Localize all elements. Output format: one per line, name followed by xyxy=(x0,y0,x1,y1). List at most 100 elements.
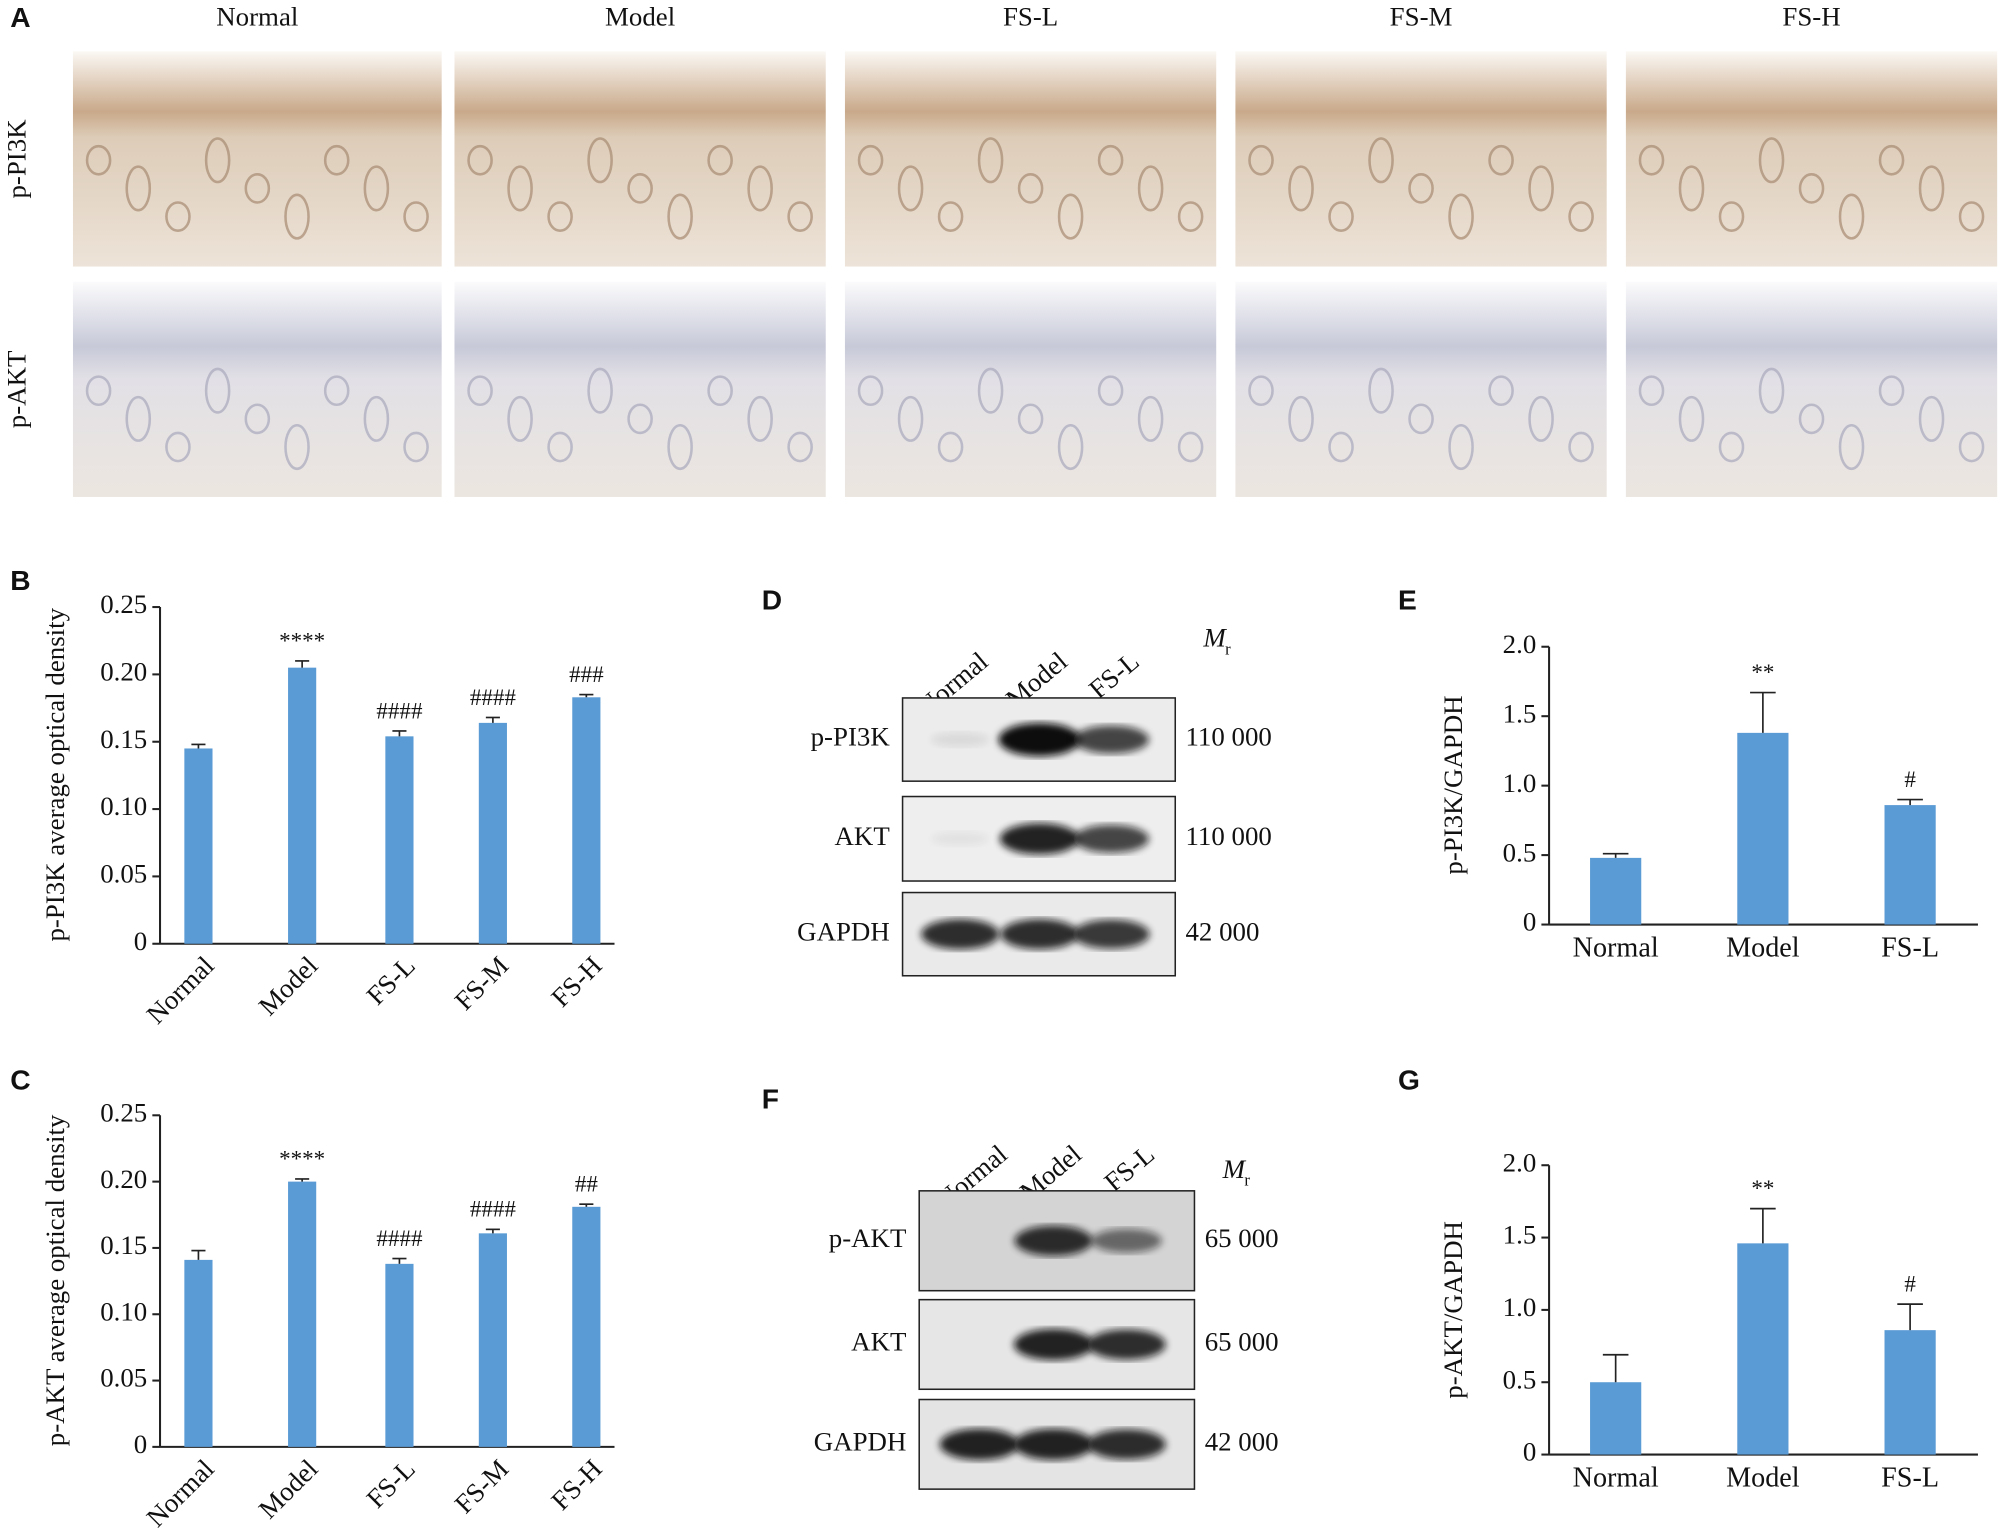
y-tick-label: 0 xyxy=(1523,1437,1536,1467)
tissue-structure xyxy=(1568,431,1594,463)
y-tick-label: 2.0 xyxy=(1503,629,1537,659)
tissue-structure xyxy=(1798,403,1825,435)
tissue-structure xyxy=(667,423,693,471)
tissue-structure xyxy=(244,403,271,435)
row-label: p-PI3K xyxy=(1,119,31,199)
tissue-structure xyxy=(125,395,152,442)
tissue-structure xyxy=(977,367,1004,414)
blot-band xyxy=(1087,1329,1166,1360)
tissue-structure xyxy=(323,144,350,176)
tissue-structure xyxy=(547,431,573,463)
tissue-structure xyxy=(857,144,884,176)
y-tick-label: 2.0 xyxy=(1503,1147,1537,1177)
tissue-structure xyxy=(1758,137,1785,184)
tissue-structure xyxy=(1248,375,1274,407)
tissue-structure xyxy=(1137,395,1164,442)
mr-value: 42 000 xyxy=(1205,1426,1279,1456)
error-bar xyxy=(1897,798,1923,806)
mr-value: 65 000 xyxy=(1205,1327,1279,1357)
tissue-structure xyxy=(1678,395,1705,442)
mr-subscript: r xyxy=(1244,1171,1250,1190)
error-bar xyxy=(1602,1353,1629,1383)
significance-label: ** xyxy=(1751,1175,1774,1201)
significance-label: # xyxy=(1904,766,1916,792)
x-tick-label: Normal xyxy=(1573,933,1659,964)
tissue-structure xyxy=(85,144,112,176)
tissue-structure xyxy=(1528,165,1554,212)
blot-band xyxy=(930,732,990,747)
tissue-structure xyxy=(1408,403,1434,435)
column-label: FS-L xyxy=(1003,2,1058,32)
tissue-structure xyxy=(363,165,390,212)
tissue-structure xyxy=(667,193,693,240)
bar xyxy=(1590,857,1642,925)
bar xyxy=(478,1233,507,1447)
y-tick-label: 0.05 xyxy=(100,859,147,889)
y-tick-label: 0.10 xyxy=(100,1296,147,1326)
tissue-structure xyxy=(1288,165,1314,212)
tissue-structure xyxy=(323,375,350,407)
tissue-structure xyxy=(547,201,573,232)
tissue-structure xyxy=(937,431,964,463)
column-label: FS-H xyxy=(1782,2,1840,32)
mr-value: 110 000 xyxy=(1185,722,1271,752)
column-label: FS-M xyxy=(1390,2,1453,32)
x-tick-label: Model xyxy=(1726,1463,1800,1494)
tissue-structure xyxy=(1488,144,1514,176)
tissue-structure xyxy=(1368,137,1394,184)
significance-label: ## xyxy=(575,1171,599,1197)
significance-label: ** xyxy=(1751,659,1774,685)
tissue-structure xyxy=(507,395,533,442)
tissue-structure xyxy=(1678,165,1705,212)
blot-band xyxy=(1072,919,1150,949)
tissue-structure xyxy=(1057,193,1084,240)
panel-letter: A xyxy=(10,2,30,33)
x-tick-label: Normal xyxy=(141,1453,220,1532)
significance-label: # xyxy=(1904,1270,1916,1296)
panel-letter: D xyxy=(762,584,782,615)
y-tick-label: 1.5 xyxy=(1503,1220,1537,1250)
error-bar xyxy=(1750,1207,1776,1244)
error-bar xyxy=(579,693,594,698)
blot-band xyxy=(1013,1328,1094,1361)
x-tick-label: FS-H xyxy=(545,1453,607,1515)
blot-band xyxy=(931,831,989,846)
tissue-structure xyxy=(1878,144,1905,176)
blot-band xyxy=(998,722,1081,757)
tissue-structure xyxy=(363,395,390,442)
blot-band xyxy=(1073,824,1150,853)
y-tick-label: 0.5 xyxy=(1503,1364,1537,1394)
x-tick-label: FS-H xyxy=(545,950,607,1012)
tissue-structure xyxy=(165,431,191,463)
mr-value: 110 000 xyxy=(1185,821,1271,851)
x-tick-label: FS-M xyxy=(449,950,515,1016)
tissue-structure xyxy=(977,137,1004,184)
y-tick-label: 0.20 xyxy=(100,1164,147,1194)
bar xyxy=(1884,805,1936,925)
blot-band xyxy=(1091,1228,1162,1253)
blot-row-label: p-PI3K xyxy=(811,722,891,752)
y-tick-label: 1.0 xyxy=(1503,768,1537,798)
bar xyxy=(385,736,414,944)
tissue-structure xyxy=(1328,431,1354,463)
error-bar xyxy=(191,1249,206,1260)
tissue-structure xyxy=(1097,144,1124,176)
tissue-structure xyxy=(403,431,429,463)
x-tick-label: FS-L xyxy=(1881,1463,1939,1494)
error-bar xyxy=(295,1178,310,1182)
significance-label: ### xyxy=(569,661,604,687)
x-tick-label: FS-L xyxy=(361,950,421,1010)
x-tick-label: FS-M xyxy=(449,1453,515,1519)
x-tick-label: FS-L xyxy=(1881,933,1939,964)
blot-band xyxy=(1000,919,1079,950)
significance-label: **** xyxy=(279,1145,325,1171)
blot-band xyxy=(999,823,1080,855)
tissue-structure xyxy=(897,395,924,442)
histology-image xyxy=(1625,51,1998,267)
tissue-structure xyxy=(1878,375,1905,407)
x-tick-label: Model xyxy=(253,950,324,1021)
blot-row-label: GAPDH xyxy=(814,1426,907,1456)
panel-letter: E xyxy=(1398,584,1417,615)
tissue-structure xyxy=(1368,367,1394,414)
